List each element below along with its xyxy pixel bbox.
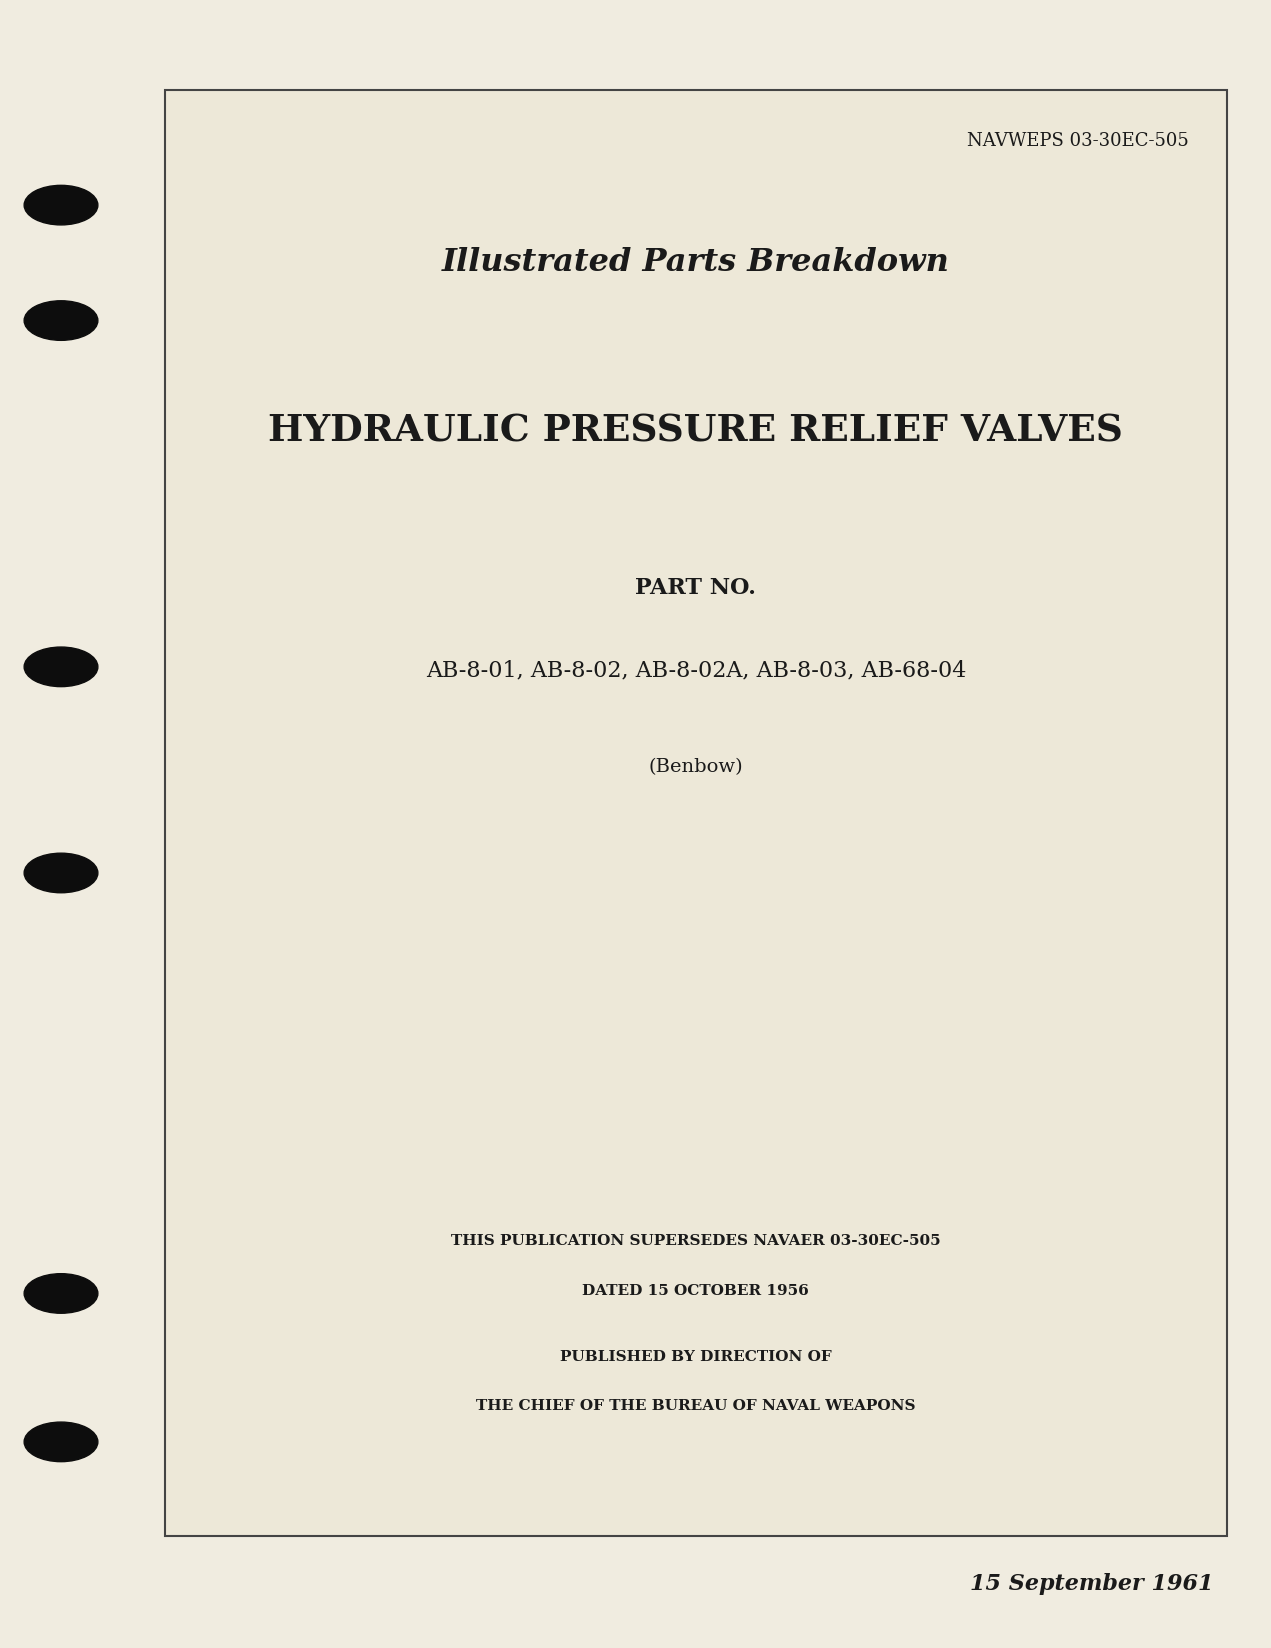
Text: AB-8-01, AB-8-02, AB-8-02A, AB-8-03, AB-68-04: AB-8-01, AB-8-02, AB-8-02A, AB-8-03, AB-… — [426, 659, 966, 681]
Ellipse shape — [24, 302, 98, 341]
Ellipse shape — [24, 854, 98, 893]
Ellipse shape — [24, 1422, 98, 1462]
Text: Illustrated Parts Breakdown: Illustrated Parts Breakdown — [442, 247, 949, 279]
Bar — [165, 91, 1227, 1536]
Text: (Benbow): (Benbow) — [648, 758, 744, 776]
Text: THE CHIEF OF THE BUREAU OF NAVAL WEAPONS: THE CHIEF OF THE BUREAU OF NAVAL WEAPONS — [477, 1399, 915, 1412]
Ellipse shape — [24, 648, 98, 687]
Text: NAVWEPS 03-30EC-505: NAVWEPS 03-30EC-505 — [967, 132, 1188, 150]
Text: DATED 15 OCTOBER 1956: DATED 15 OCTOBER 1956 — [582, 1284, 810, 1297]
Text: HYDRAULIC PRESSURE RELIEF VALVES: HYDRAULIC PRESSURE RELIEF VALVES — [268, 412, 1124, 448]
Text: PART NO.: PART NO. — [636, 577, 756, 598]
Text: 15 September 1961: 15 September 1961 — [970, 1572, 1214, 1594]
Text: PUBLISHED BY DIRECTION OF: PUBLISHED BY DIRECTION OF — [561, 1350, 831, 1363]
Ellipse shape — [24, 186, 98, 226]
Text: THIS PUBLICATION SUPERSEDES NAVAER 03-30EC-505: THIS PUBLICATION SUPERSEDES NAVAER 03-30… — [451, 1234, 941, 1248]
Ellipse shape — [24, 1274, 98, 1313]
